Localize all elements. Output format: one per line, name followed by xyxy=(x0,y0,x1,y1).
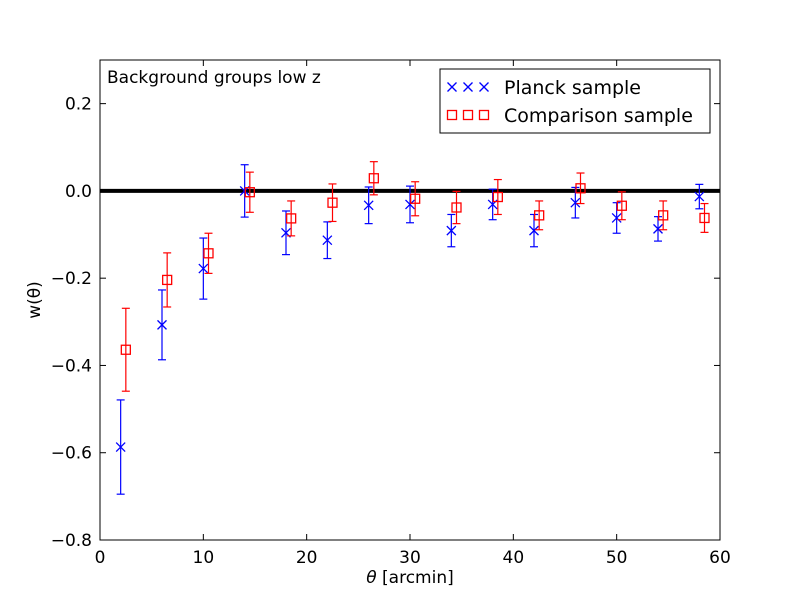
data-point-planck xyxy=(570,197,581,208)
data-point-comparison xyxy=(534,210,545,221)
data-point-comparison xyxy=(203,248,214,259)
data-point-comparison xyxy=(327,197,338,208)
data-point-comparison xyxy=(368,173,379,184)
marker-stroke xyxy=(157,319,167,330)
data-point-comparison xyxy=(616,200,627,211)
x-tick-label: 50 xyxy=(606,548,628,568)
legend-marker-comparison xyxy=(462,109,474,121)
marker-stroke xyxy=(363,200,374,211)
legend-box xyxy=(439,68,711,134)
data-point-comparison xyxy=(244,187,255,198)
data-point-planck xyxy=(322,235,333,246)
legend-label-comparison: Comparison sample xyxy=(504,105,693,127)
series-planck xyxy=(115,164,705,495)
marker-stroke xyxy=(653,223,663,234)
marker-stroke xyxy=(446,225,457,236)
marker-stroke xyxy=(463,82,473,92)
marker-stroke xyxy=(611,213,622,223)
data-point-planck xyxy=(611,213,622,223)
x-tick-label: 10 xyxy=(193,548,215,568)
data-point-planck xyxy=(694,191,705,202)
marker-stroke xyxy=(115,442,126,453)
data-point-planck xyxy=(363,200,374,211)
y-tick-label: −0.4 xyxy=(51,356,92,376)
annotation-text: Background groups low z xyxy=(107,68,321,88)
y-tick-label: −0.2 xyxy=(51,269,92,289)
marker-stroke xyxy=(198,263,209,274)
legend-marker-planck xyxy=(463,82,473,92)
data-point-comparison xyxy=(120,344,131,355)
data-point-comparison xyxy=(699,212,710,224)
data-point-comparison xyxy=(492,191,503,203)
marker-stroke xyxy=(447,82,457,92)
y-tick-label: −0.8 xyxy=(51,531,92,551)
legend-marker-comparison xyxy=(446,109,458,121)
data-point-comparison xyxy=(575,183,586,194)
axes: 0 10 20 30 40 50 60 −0.8 −0.6 −0.4 −0.2 0.0 0.2 xyxy=(51,60,731,568)
data-point-planck xyxy=(115,442,126,453)
marker-stroke xyxy=(322,235,333,246)
marker-stroke xyxy=(405,199,415,210)
x-axis-unit: [arcmin] xyxy=(382,568,454,588)
data-point-comparison xyxy=(410,193,421,204)
legend-markers xyxy=(446,82,490,121)
legend-marker-planck xyxy=(479,82,489,92)
data-point-planck xyxy=(405,199,415,210)
data-point-planck xyxy=(198,263,209,274)
x-tick-label: 20 xyxy=(296,548,318,568)
data-point-comparison xyxy=(162,274,173,286)
data-point-comparison xyxy=(658,210,669,221)
plot-content xyxy=(100,161,720,495)
data-point-comparison xyxy=(451,202,462,213)
x-tick-label: 40 xyxy=(503,548,525,568)
series-comparison xyxy=(120,161,710,392)
legend: Planck sample Comparison sample xyxy=(439,68,711,134)
x-tick-label: 60 xyxy=(709,548,731,568)
marker-stroke xyxy=(694,191,705,202)
legend-marker-comparison xyxy=(478,109,490,121)
x-tick-label: 30 xyxy=(399,548,421,568)
x-axis-symbol: θ xyxy=(366,568,377,588)
y-axis-label: w(θ) xyxy=(25,281,45,319)
data-point-planck xyxy=(529,225,539,236)
x-axis-label: θ [arcmin] xyxy=(366,568,454,588)
data-point-planck xyxy=(157,319,167,330)
marker-stroke xyxy=(281,227,291,238)
y-tick-label: 0.0 xyxy=(65,182,92,202)
legend-label-planck: Planck sample xyxy=(504,77,641,99)
y-tick-label: 0.2 xyxy=(65,95,92,115)
data-point-planck xyxy=(446,225,457,236)
x-tick-label: 0 xyxy=(95,548,106,568)
marker-stroke xyxy=(529,225,539,236)
legend-marker-planck xyxy=(447,82,457,92)
data-point-planck xyxy=(653,223,663,234)
marker-stroke xyxy=(479,82,489,92)
data-point-comparison xyxy=(286,213,297,224)
y-tick-label: −0.6 xyxy=(51,444,92,464)
marker-stroke xyxy=(570,197,581,208)
